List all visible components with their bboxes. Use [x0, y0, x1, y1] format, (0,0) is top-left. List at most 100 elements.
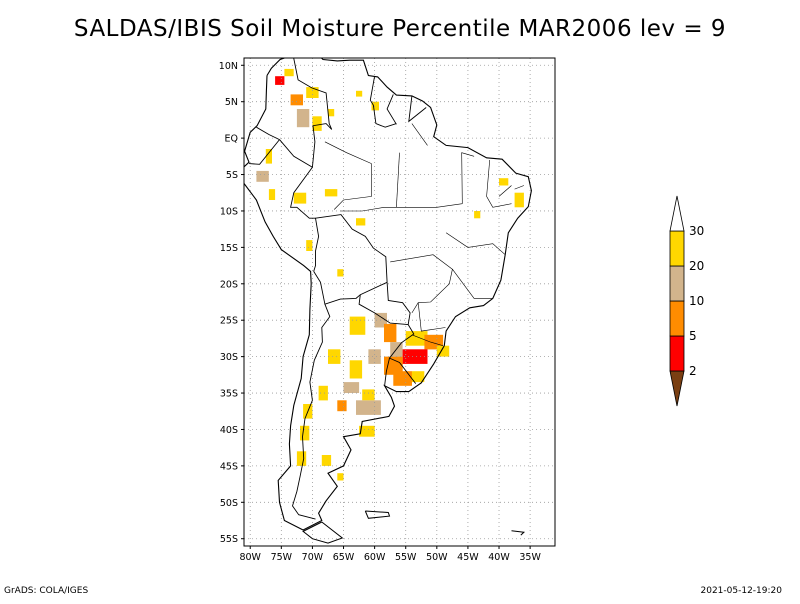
percentile-cell: [343, 382, 360, 393]
y-tick-label: 5S: [226, 170, 238, 181]
country-border: [311, 123, 333, 168]
x-tick-label: 35W: [519, 552, 541, 563]
percentile-cell: [318, 385, 328, 401]
state-border: [411, 334, 444, 346]
x-tick-label: 40W: [488, 552, 510, 563]
country-border: [256, 126, 280, 141]
coastlines-and-borders: [244, 58, 532, 544]
x-tick-label: 55W: [395, 552, 417, 563]
y-tick-label: 55S: [220, 534, 238, 545]
y-tick-label: 15S: [220, 243, 238, 254]
percentile-cell: [337, 400, 347, 412]
state-border: [324, 141, 372, 164]
y-tick-label: 35S: [220, 389, 238, 400]
state-border: [461, 152, 475, 204]
state-border: [417, 302, 446, 332]
state-border: [452, 269, 493, 299]
country-border: [386, 94, 397, 125]
footer-timestamp: 2021-05-12-19:20: [700, 586, 783, 596]
x-tick-label: 60W: [364, 552, 386, 563]
percentile-cell: [349, 316, 366, 335]
country-border: [315, 214, 388, 283]
y-tick-label: 20S: [220, 279, 238, 290]
percentile-cell: [393, 371, 412, 386]
percentile-cell: [349, 360, 363, 379]
x-tick-label: 80W: [239, 552, 261, 563]
island-coastline: [511, 530, 526, 536]
percentile-cell: [268, 189, 276, 200]
legend-swatch: [669, 195, 685, 232]
country-border: [279, 139, 320, 272]
x-tick-label: 75W: [271, 552, 293, 563]
plot-frame: [243, 57, 556, 547]
x-tick-label: 70W: [302, 552, 324, 563]
percentile-cell: [337, 473, 344, 481]
island-coastline: [364, 510, 391, 519]
percentile-cell: [337, 269, 344, 277]
y-tick-label: 30S: [220, 352, 238, 363]
percentile-cell: [328, 109, 335, 117]
state-border: [486, 159, 512, 208]
island-coastline: [302, 521, 344, 544]
percentile-cell: [371, 101, 379, 111]
percentile-cell: [296, 451, 307, 466]
percentile-cell: [306, 240, 313, 251]
state-border: [411, 123, 428, 146]
percentile-cell: [275, 76, 285, 85]
percentile-cell: [290, 94, 303, 106]
percentile-cell: [499, 178, 509, 186]
percentile-cell: [411, 371, 425, 383]
percentile-cell: [474, 211, 481, 219]
y-tick-label: 5N: [225, 97, 238, 108]
y-tick-label: 50S: [220, 498, 238, 509]
color-legend: 2 5 10 20 30: [669, 195, 704, 407]
percentile-cell: [312, 116, 322, 131]
percentile-cell: [293, 192, 307, 204]
state-border: [445, 232, 506, 255]
country-border: [369, 76, 397, 128]
footer-credit: GrADS: COLA/IGES: [4, 586, 89, 596]
country-border: [384, 357, 390, 386]
percentile-cell: [359, 425, 375, 437]
state-border: [390, 254, 453, 314]
x-tick-label: 65W: [333, 552, 355, 563]
country-border: [293, 58, 333, 130]
state-border: [340, 203, 463, 212]
percentile-cell: [324, 189, 338, 197]
state-border: [498, 185, 512, 197]
state-border: [396, 152, 400, 208]
percentile-cell: [356, 90, 363, 97]
percentile-cell: [296, 109, 310, 128]
x-tick-label: 45W: [457, 552, 479, 563]
y-tick-label: 10N: [219, 61, 238, 72]
legend-label: 5: [689, 329, 697, 343]
continent-coastline: [244, 58, 532, 531]
legend-swatch: [669, 335, 685, 372]
y-tick-label: EQ: [225, 134, 238, 145]
percentile-cell: [514, 192, 524, 208]
percentile-cell: [436, 345, 450, 357]
percentile-cell: [368, 349, 381, 364]
percentile-cell: [356, 218, 366, 226]
percentile-cell: [300, 425, 310, 441]
percentile-cell: [284, 68, 294, 77]
percentile-cell: [306, 87, 319, 98]
percentile-cell: [405, 331, 428, 346]
country-border: [313, 271, 388, 305]
country-border: [248, 139, 280, 165]
map-title: SALDAS/IBIS Soil Moisture Percentile MAR…: [73, 16, 727, 42]
country-border: [386, 282, 411, 325]
legend-swatch: [669, 300, 685, 337]
y-tick-label: 10S: [220, 206, 238, 217]
legend-label: 20: [689, 259, 704, 273]
state-border: [333, 163, 372, 210]
country-border: [292, 304, 331, 520]
latitude-tick-labels: 10N 5N EQ 5S 10S 15S 20S 25S 30S 35S 40S 45S 50S 55S: [219, 61, 244, 545]
percentile-cell: [321, 455, 332, 466]
percentile-cell: [362, 389, 375, 401]
legend-label: 2: [689, 364, 697, 378]
lat-lon-grid: [244, 58, 555, 546]
x-tick-label: 50W: [426, 552, 448, 563]
